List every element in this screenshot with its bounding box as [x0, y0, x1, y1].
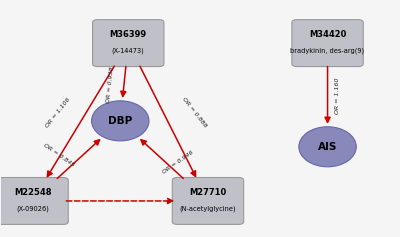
Text: OR = 0.946: OR = 0.946	[162, 150, 194, 175]
Text: bradykinin, des-arg(9): bradykinin, des-arg(9)	[290, 47, 365, 54]
Text: (X-09026): (X-09026)	[16, 205, 49, 212]
Text: M22548: M22548	[14, 188, 51, 197]
Text: OR = 1.106: OR = 1.106	[45, 97, 72, 128]
Ellipse shape	[92, 101, 149, 141]
Text: AIS: AIS	[318, 142, 337, 152]
FancyBboxPatch shape	[172, 178, 244, 224]
Text: OR = 0.888: OR = 0.888	[181, 97, 207, 128]
Text: M34420: M34420	[309, 30, 346, 39]
Text: (X-14473): (X-14473)	[112, 47, 145, 54]
FancyBboxPatch shape	[292, 20, 363, 67]
Text: OR = 1.160: OR = 1.160	[335, 78, 340, 114]
Text: OR = 0.938: OR = 0.938	[106, 66, 115, 103]
Ellipse shape	[299, 127, 356, 167]
FancyBboxPatch shape	[0, 178, 68, 224]
Text: DBP: DBP	[108, 116, 132, 126]
Text: OR = 0.845: OR = 0.845	[42, 142, 75, 168]
FancyBboxPatch shape	[92, 20, 164, 67]
Text: M27710: M27710	[189, 188, 226, 197]
Text: M36399: M36399	[110, 30, 147, 39]
Text: (N-acetylglycine): (N-acetylglycine)	[180, 205, 236, 212]
